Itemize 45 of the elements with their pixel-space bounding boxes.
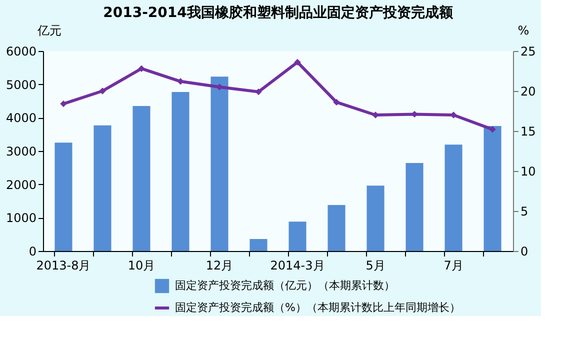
y2-tick-label: 0 [520,244,528,258]
point [255,88,262,96]
point [489,126,496,133]
bar [54,142,72,251]
point [216,84,223,90]
bar [444,144,462,251]
y-tick-label: 2000 [6,178,36,192]
point [333,98,340,106]
bar [366,186,384,251]
x-tick-label: 10月 [128,258,156,272]
x-tick-label: 5月 [366,258,386,272]
bar [250,239,268,251]
bar [210,76,228,251]
y2-tick-label: 15 [520,124,536,138]
x-tick-label: 2013-8月 [36,258,91,272]
x-tick-label: 12月 [206,258,234,272]
y2-axis-title: % [518,24,530,38]
y2-tick-label: 5 [520,204,528,218]
y-tick-label: 3000 [6,144,36,158]
y2-tick-label: 20 [520,84,536,98]
y-axis-title: 亿元 [36,24,62,38]
bar [406,163,424,251]
point [138,65,145,72]
y-tick-label: 0 [28,244,36,258]
bar [172,92,190,251]
bar [288,222,306,251]
bar [94,125,112,251]
point [60,100,67,108]
y-tick-label: 6000 [6,44,36,58]
bar [484,126,502,251]
point [99,88,106,94]
y-tick-label: 5000 [6,78,36,92]
x-tick-label: 2014-3月 [270,258,325,272]
y2-tick-label: 10 [520,164,536,178]
legend-label: 固定资产投资完成额（%）（本期累计数比上年同期增长） [175,301,460,314]
legend-label: 固定资产投资完成额（亿元）（本期累计数） [175,279,395,292]
y-tick-label: 4000 [6,111,36,126]
bar [132,106,150,251]
x-tick-label: 7月 [444,258,464,272]
chart-title: 2013-2014我国橡胶和塑料制品业固定资产投资完成额 [103,4,454,21]
bar [328,205,346,251]
point [177,78,184,85]
point [294,58,301,66]
y-tick-label: 1000 [6,211,36,226]
y2-tick-label: 25 [520,44,536,58]
